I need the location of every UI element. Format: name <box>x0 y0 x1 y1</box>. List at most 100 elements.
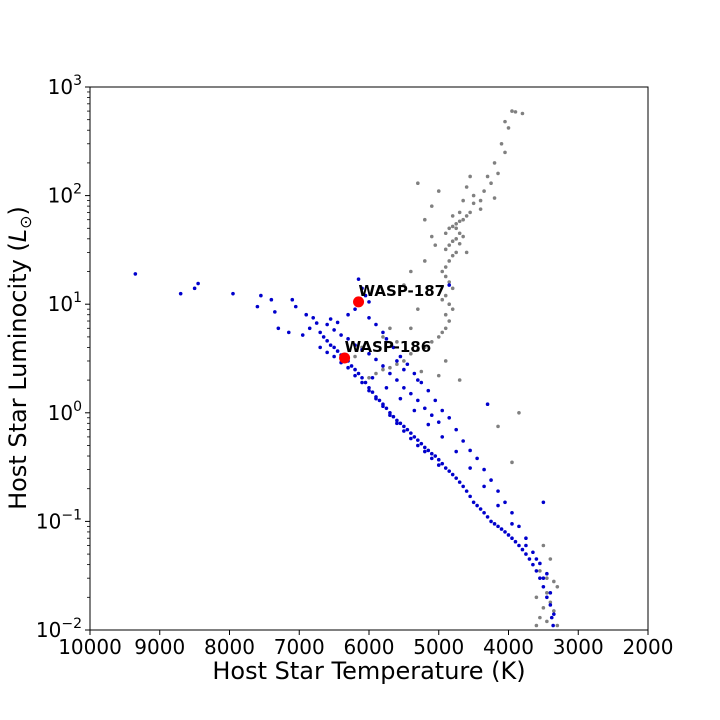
annotations: WASP-187 WASP-186 <box>345 282 446 356</box>
data-point <box>374 396 378 401</box>
data-point <box>545 576 549 580</box>
data-point <box>360 348 364 352</box>
data-point <box>489 478 493 482</box>
data-point <box>286 330 291 335</box>
data-point <box>524 536 528 541</box>
data-point <box>353 354 357 359</box>
data-point <box>416 443 420 448</box>
data-point <box>409 351 413 356</box>
x-tick-label: 5000 <box>413 635 464 659</box>
data-point <box>356 277 361 281</box>
data-point <box>339 333 343 337</box>
data-point <box>447 226 452 231</box>
data-point <box>335 320 340 325</box>
data-point <box>269 297 274 302</box>
data-point <box>304 312 309 317</box>
data-point <box>534 557 539 561</box>
data-point <box>541 543 546 548</box>
data-point <box>482 511 486 515</box>
data-point <box>524 552 528 556</box>
data-point <box>426 388 431 393</box>
data-point <box>450 307 455 311</box>
highlight-point <box>353 296 365 308</box>
data-point <box>549 615 554 620</box>
data-point <box>475 503 479 508</box>
data-point <box>443 274 448 279</box>
data-point <box>332 354 336 359</box>
data-point <box>485 515 490 519</box>
data-point <box>381 364 385 368</box>
data-point <box>548 600 553 605</box>
data-point <box>405 362 410 367</box>
data-point <box>545 591 549 595</box>
data-point <box>360 376 364 380</box>
data-point <box>423 217 427 222</box>
data-point <box>290 297 295 302</box>
data-point <box>370 376 375 380</box>
data-point <box>429 340 434 344</box>
x-tick-label: 6000 <box>344 635 395 659</box>
data-point <box>273 310 277 314</box>
data-point <box>405 427 410 432</box>
data-points <box>133 109 560 628</box>
data-point <box>461 484 465 489</box>
data-point <box>454 237 458 241</box>
data-point <box>349 364 354 368</box>
data-point <box>416 378 420 382</box>
data-point <box>259 293 263 298</box>
y-axis-label-symbol: L <box>4 229 32 242</box>
data-point <box>461 439 465 443</box>
data-point <box>482 467 486 472</box>
data-point <box>450 214 455 218</box>
data-point <box>423 406 427 411</box>
data-point <box>436 463 441 467</box>
data-point <box>321 335 326 339</box>
data-point <box>510 522 514 526</box>
data-point <box>499 527 504 531</box>
data-point <box>433 243 438 247</box>
data-point <box>541 500 546 505</box>
data-point <box>496 489 500 493</box>
data-point <box>367 300 371 304</box>
data-point <box>517 543 521 548</box>
x-tick-label: 8000 <box>204 635 255 659</box>
data-point <box>398 354 403 359</box>
data-point <box>468 466 472 470</box>
data-point <box>492 196 497 200</box>
data-point <box>538 569 542 573</box>
data-point <box>328 317 333 321</box>
data-point <box>454 476 458 480</box>
data-point <box>510 536 514 541</box>
data-point <box>454 226 458 231</box>
data-point <box>478 507 483 511</box>
data-point <box>457 231 462 236</box>
data-point <box>485 174 490 179</box>
data-point <box>433 454 438 458</box>
data-point <box>429 456 434 461</box>
x-tick-label: 2000 <box>623 635 674 659</box>
data-point <box>510 511 514 515</box>
data-point <box>381 367 385 372</box>
data-point <box>426 422 431 427</box>
data-point <box>551 623 555 628</box>
data-point <box>196 281 200 286</box>
y-tick-label: 103 <box>48 73 82 99</box>
data-point <box>503 119 507 124</box>
data-point <box>440 330 445 335</box>
data-point <box>468 210 472 215</box>
data-point <box>527 557 532 561</box>
y-tick-label: 102 <box>48 182 82 208</box>
data-point <box>409 326 413 331</box>
data-point <box>346 365 350 370</box>
data-point <box>419 380 424 385</box>
data-point <box>360 286 364 291</box>
data-point <box>541 584 546 589</box>
data-point <box>328 343 333 347</box>
data-point <box>513 539 518 544</box>
data-point <box>457 241 462 246</box>
data-point <box>314 321 319 325</box>
data-point <box>492 522 497 526</box>
data-point <box>485 402 490 407</box>
y-tick-label: 101 <box>48 290 82 316</box>
